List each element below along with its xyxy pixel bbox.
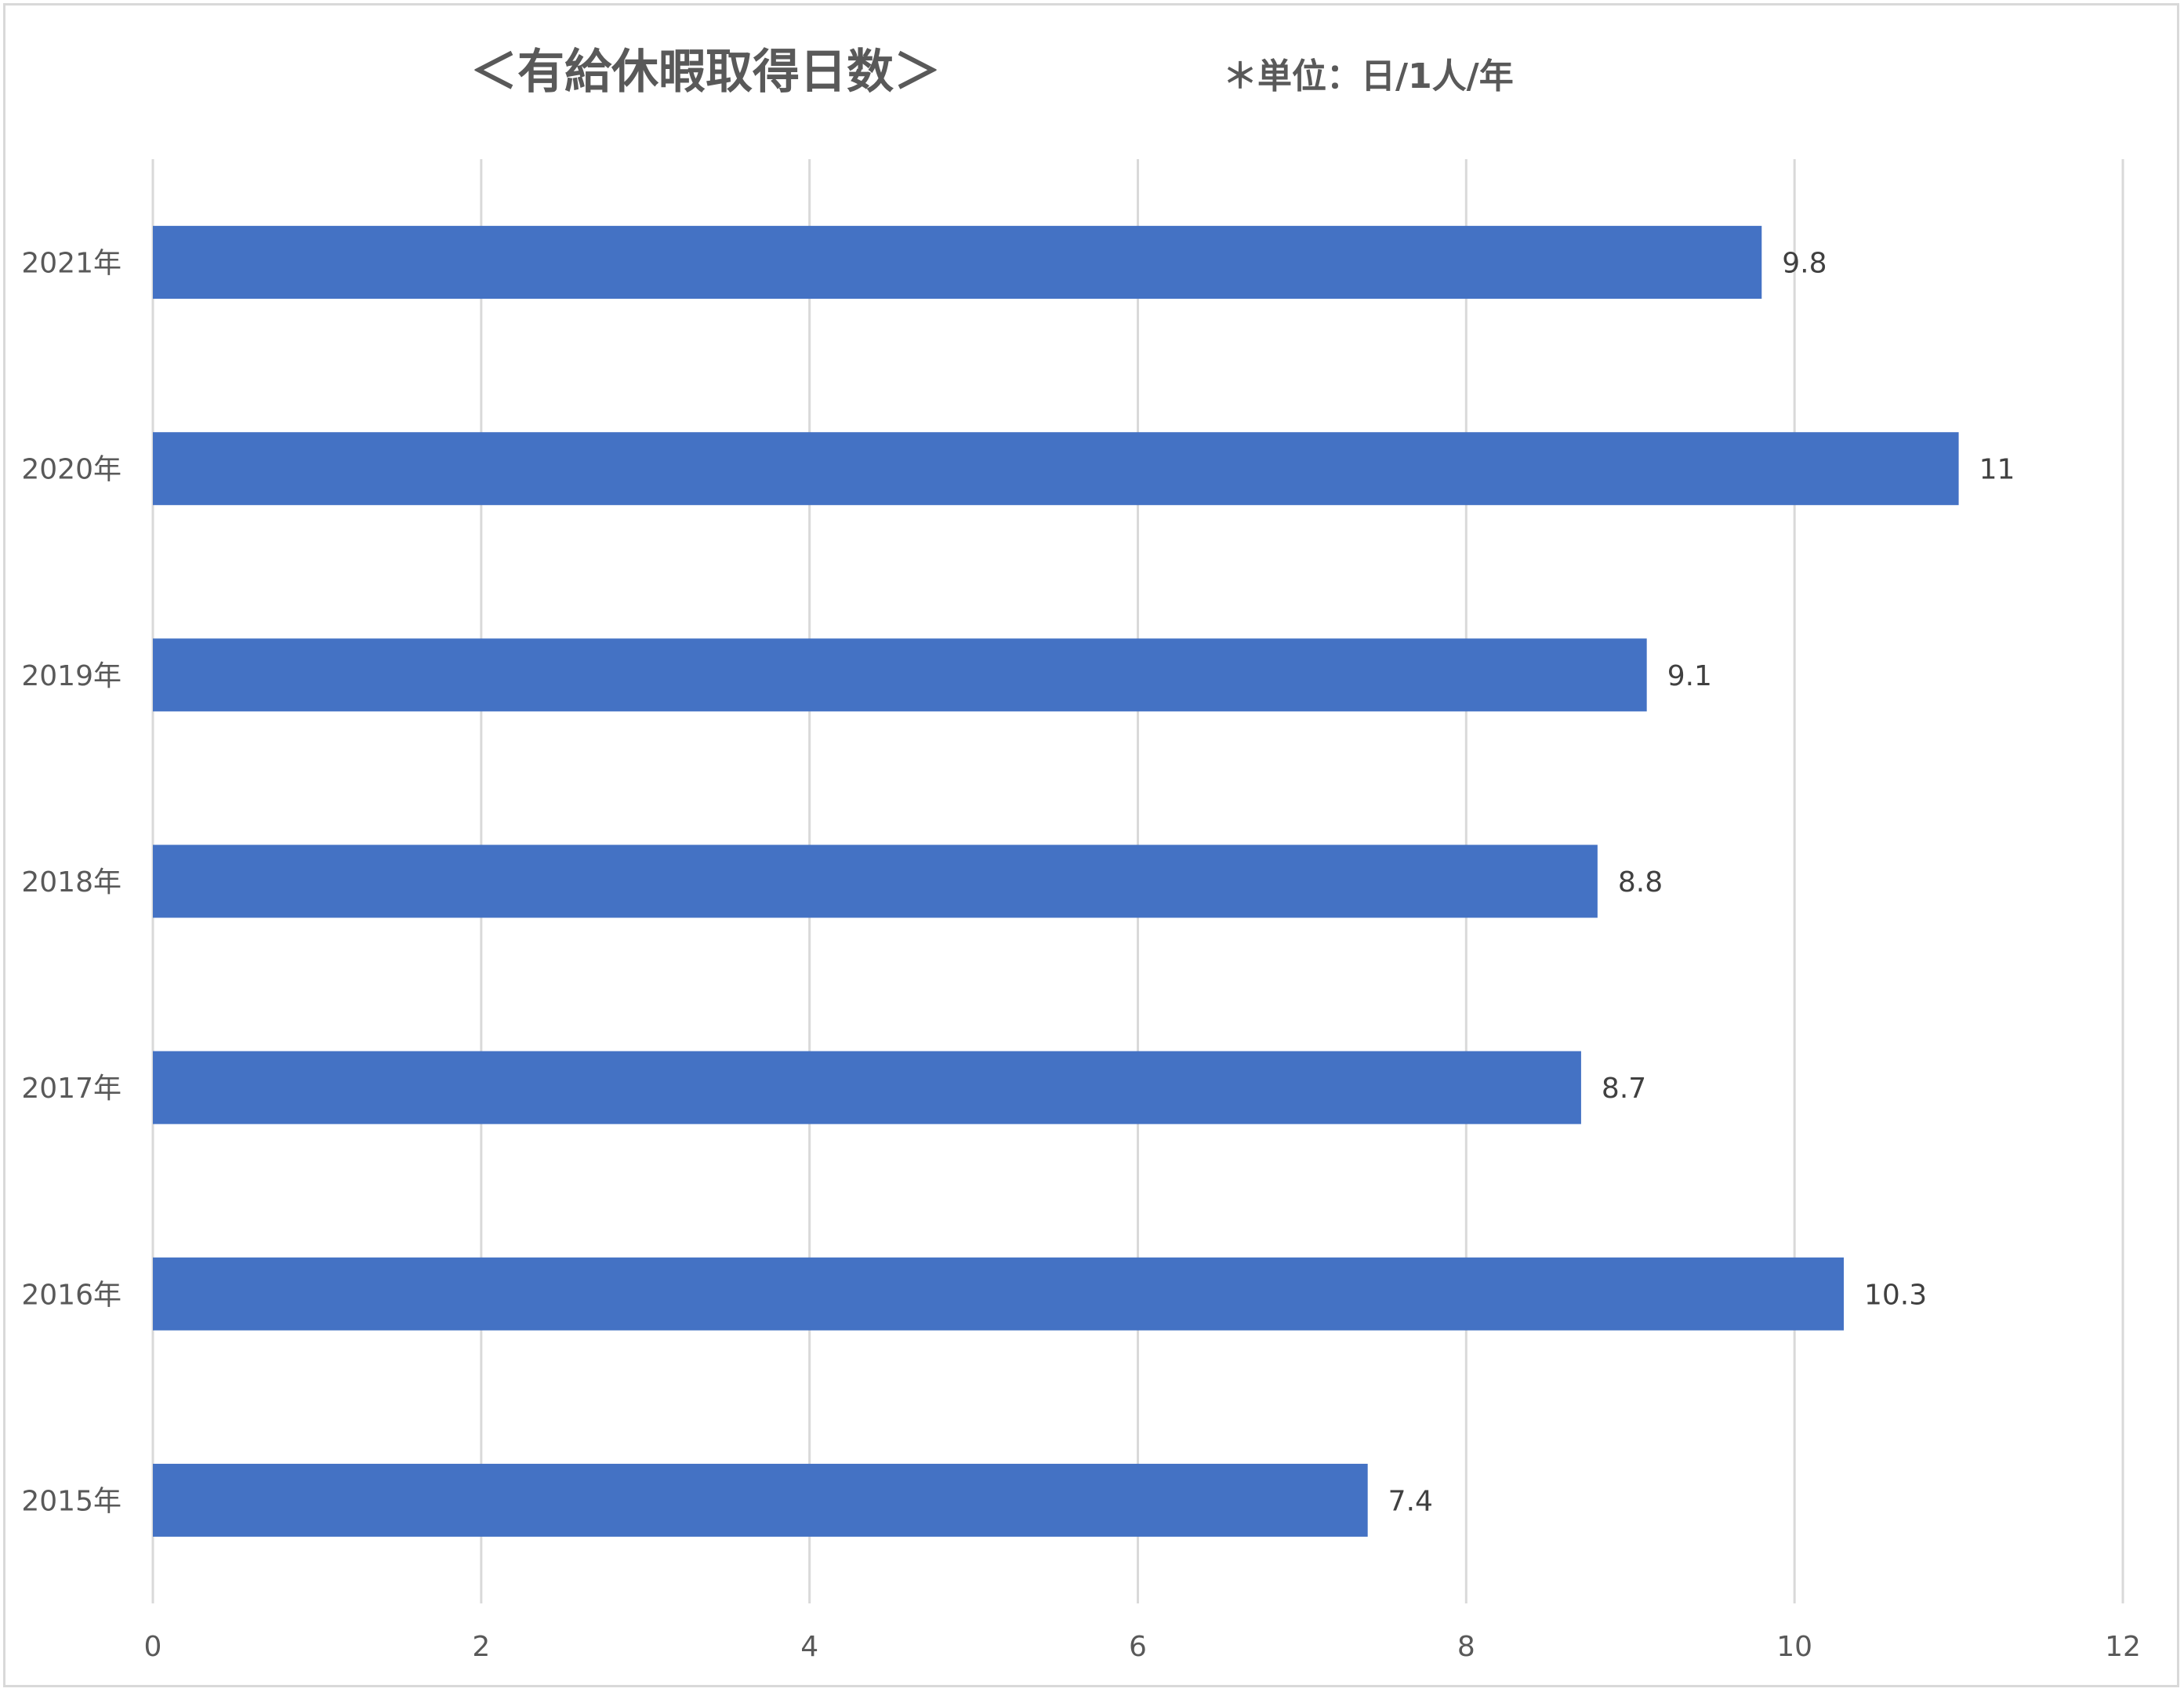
x-tick-label: 10: [1776, 1631, 1812, 1663]
x-tick-label: 8: [1457, 1631, 1475, 1663]
y-category-label: 2018年: [21, 866, 122, 899]
bars-layer: [153, 226, 1959, 1537]
bar: [153, 638, 1647, 712]
data-label: 10.3: [1864, 1279, 1927, 1311]
chart-title: ＜有給休暇取得日数＞: [470, 45, 941, 100]
bar: [153, 226, 1762, 300]
x-tick-label: 6: [1129, 1631, 1147, 1663]
bar: [153, 1257, 1844, 1331]
data-label: 9.1: [1667, 660, 1712, 692]
chart-subtitle: ＊単位：日/1人/年: [1223, 56, 1514, 96]
labels-layer: 9.8 11 9.1 8.8 8.7 10.3 7.4: [1388, 248, 2015, 1518]
y-category-label: 2020年: [21, 454, 122, 486]
data-label: 9.8: [1782, 248, 1827, 280]
bar: [153, 844, 1598, 918]
bar: [153, 432, 1959, 506]
data-label: 8.7: [1602, 1073, 1646, 1105]
bar: [153, 1463, 1368, 1537]
data-label: 7.4: [1388, 1485, 1433, 1517]
x-tick-label: 0: [144, 1631, 162, 1663]
y-category-label: 2021年: [21, 248, 122, 280]
y-category-label: 2015年: [21, 1485, 122, 1517]
data-label: 8.8: [1618, 866, 1663, 899]
bar: [153, 1051, 1581, 1124]
x-tick-label: 4: [800, 1631, 818, 1663]
ticks-layer: 0 2 4 6 8 10 12 2021年 2020年 2019年 2018年 2017年 2016年 2…: [21, 248, 2141, 1663]
x-tick-label: 2: [472, 1631, 490, 1663]
y-category-label: 2016年: [21, 1279, 122, 1311]
y-category-label: 2019年: [21, 660, 122, 692]
data-label: 11: [1979, 454, 2015, 486]
y-category-label: 2017年: [21, 1073, 122, 1105]
x-tick-label: 12: [2105, 1631, 2141, 1663]
